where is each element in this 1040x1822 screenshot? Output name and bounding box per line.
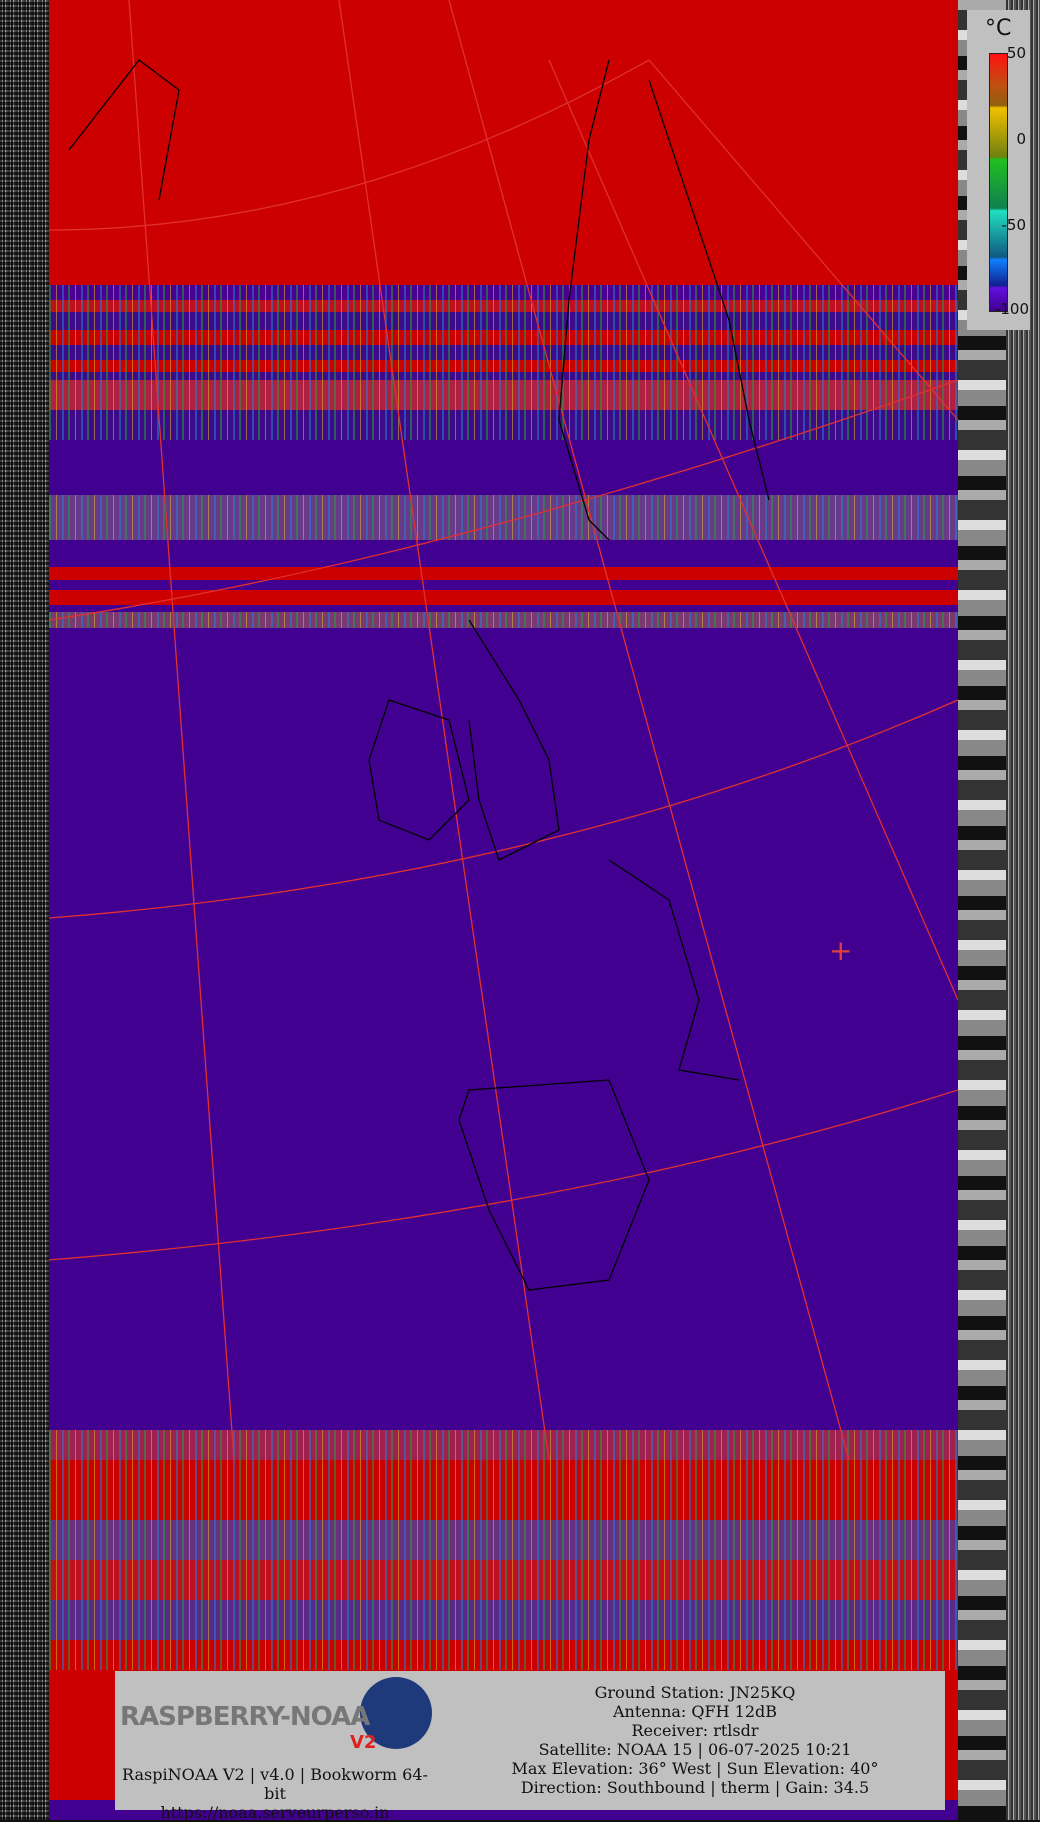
temperature-legend: °C 50 0 -50 -100	[967, 10, 1030, 330]
antenna: Antenna: QFH 12dB	[613, 1702, 777, 1721]
satellite: Satellite: NOAA 15 | 06-07-2025 10:21	[538, 1740, 852, 1759]
crosshair-icon: +	[829, 934, 853, 967]
raspberry-noaa-logo: RASPBERRY-NOAA V2	[120, 1674, 432, 1764]
legend-tick: 50	[1006, 44, 1026, 62]
satellite-logo-icon	[360, 1677, 432, 1749]
telemetry-strip-left	[0, 0, 49, 1820]
pass-info: Ground Station: JN25KQ Antenna: QFH 12dB…	[445, 1683, 945, 1797]
ground-station: Ground Station: JN25KQ	[594, 1683, 796, 1702]
legend-tick: -50	[1001, 216, 1027, 234]
legend-colorbar	[989, 53, 1008, 312]
noise-band	[49, 495, 958, 540]
logo-text: RASPBERRY-NOAA	[120, 1702, 370, 1732]
elevation: Max Elevation: 36° West | Sun Elevation:…	[511, 1759, 879, 1778]
noise-band	[49, 612, 958, 628]
logo-badge: V2	[350, 1732, 377, 1753]
legend-tick: -100	[994, 300, 1029, 318]
graticule	[49, 0, 958, 1461]
noise-band	[49, 1430, 958, 1670]
satellite-image: +	[49, 0, 958, 1820]
noise-band	[49, 285, 958, 440]
legend-tick: 0	[1016, 130, 1026, 148]
receiver: Receiver: rtlsdr	[631, 1721, 759, 1740]
info-panel: RASPBERRY-NOAA V2 RaspiNOAA V2 | v4.0 | …	[115, 1671, 945, 1822]
direction: Direction: Southbound | therm | Gain: 34…	[520, 1778, 870, 1797]
legend-unit: °C	[985, 16, 1012, 41]
url-line: https://noaa.serveurperso.in	[160, 1803, 390, 1822]
software-info: RaspiNOAA V2 | v4.0 | Bookworm 64-bit ht…	[115, 1765, 435, 1822]
version-line: RaspiNOAA V2 | v4.0 | Bookworm 64-bit	[122, 1765, 428, 1803]
